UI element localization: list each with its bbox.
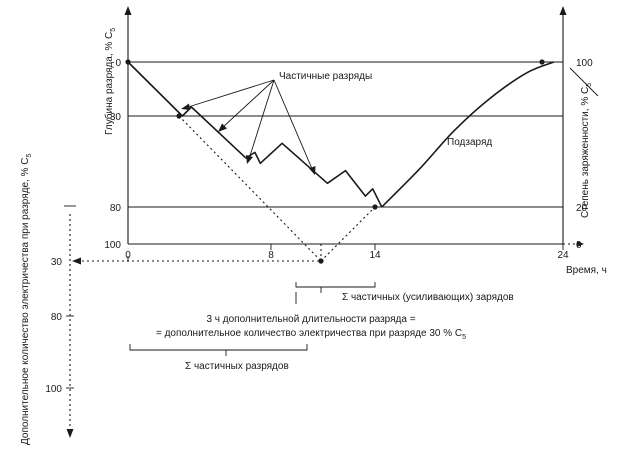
left-tick-0: 0 <box>115 58 121 69</box>
series-line-charge <box>381 61 555 208</box>
extra-axis <box>64 205 76 438</box>
x-tick-label-14: 14 <box>369 250 381 261</box>
brace-partial-charges <box>295 282 376 288</box>
right-zero-arrow-icon <box>577 241 584 247</box>
arrow-line-1 <box>184 79 275 109</box>
x-tick-label-24: 24 <box>557 250 569 261</box>
axis-titles: Глубина разряда, % C5 Степень заряженнос… <box>20 28 607 445</box>
label-sum-partial-charges: Σ частичных (усиливающих) зарядов <box>342 292 514 303</box>
label-extra-line-2-sub: 5 <box>462 334 466 341</box>
braces <box>129 282 376 356</box>
label-extra-line-1: 3 ч дополнительной длительности разряда … <box>206 314 415 325</box>
arrow-line-2 <box>221 79 275 129</box>
extrapolation-arrow-icon <box>72 257 81 265</box>
right-tail <box>569 67 599 97</box>
partial-discharge-arrows <box>181 79 316 175</box>
tick-labels: 0 30 80 100 100 20 0 0 8 14 24 30 80 100 <box>45 58 593 395</box>
x-tick-label-8: 8 <box>268 250 274 261</box>
left-axis-arrow-icon <box>124 6 132 15</box>
extra-axis-title-sub: 5 <box>26 154 33 158</box>
axes-frame <box>124 6 584 262</box>
left-tick-30: 30 <box>110 112 122 123</box>
left-axis-title-sub: 5 <box>110 28 117 32</box>
point-start <box>125 59 131 65</box>
arrow-line-4 <box>273 79 314 172</box>
left-tick-100: 100 <box>104 240 121 251</box>
label-undercharge: Подзаряд <box>447 137 492 148</box>
curves <box>125 59 599 210</box>
right-axis-arrow-icon <box>559 6 567 15</box>
right-tick-100: 100 <box>576 58 593 69</box>
right-tick-20: 20 <box>576 203 588 214</box>
brace-partial-discharges <box>129 344 308 351</box>
series-line-discharge <box>127 61 383 208</box>
x-tick-label-0: 0 <box>125 250 131 261</box>
dashed-extrapolation <box>72 115 376 265</box>
arrow-head-2-icon <box>218 123 227 132</box>
arrow-line-3 <box>248 79 275 160</box>
annotation-texts: Частичные разряды Подзаряд Σ частичных (… <box>156 71 514 372</box>
extra-axis-arrow-icon <box>66 429 74 438</box>
left-tick-80: 80 <box>110 203 122 214</box>
extra-tick-label-80: 80 <box>51 312 63 323</box>
label-partial-discharges: Частичные разряды <box>279 71 372 82</box>
left-axis-title: Глубина разряда, % C5 <box>103 28 117 135</box>
x-axis-title: Время, ч <box>566 265 607 276</box>
arrow-head-3-icon <box>246 155 253 164</box>
extra-tick-label-100: 100 <box>45 384 62 395</box>
point-full-charge <box>539 59 545 65</box>
right-axis-title-sub: 5 <box>586 83 593 87</box>
extra-axis-title: Дополнительное количество электричества … <box>20 154 33 446</box>
arrow-head-1-icon <box>181 103 190 110</box>
label-extra-line-2: = дополнительное количество электричеств… <box>156 328 466 341</box>
extrapolation-line <box>178 115 322 262</box>
right-axis-title: Степень заряженности, % C5 <box>580 83 593 218</box>
extrapolation-return <box>320 206 376 262</box>
point-extrapolated <box>318 258 324 264</box>
label-sum-partial-discharges: Σ частичных разрядов <box>185 361 289 372</box>
right-tick-0: 0 <box>576 240 582 251</box>
arrow-head-4-icon <box>309 166 316 175</box>
extra-tick-label-30: 30 <box>51 257 63 268</box>
